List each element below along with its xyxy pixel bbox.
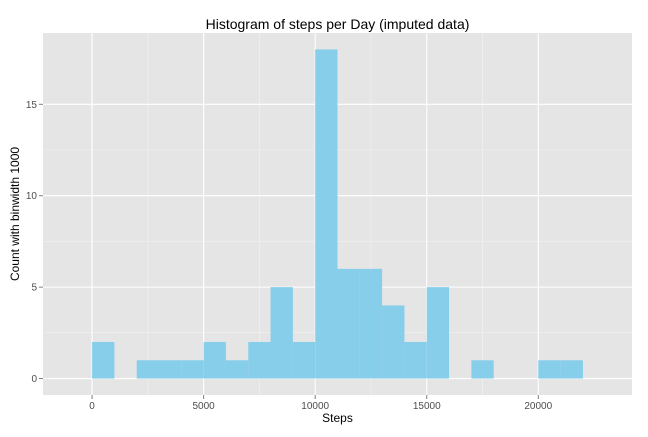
x-axis-label: Steps <box>322 411 353 425</box>
histogram-bar <box>315 49 338 379</box>
histogram-bar <box>538 360 561 379</box>
x-tick-label: 10000 <box>301 401 329 412</box>
x-tick-label: 20000 <box>524 401 552 412</box>
histogram-bar <box>337 268 360 379</box>
histogram-bar <box>159 360 182 379</box>
y-tick-label: 5 <box>31 283 37 294</box>
histogram-bar <box>203 341 226 379</box>
y-tick-label: 15 <box>26 100 38 111</box>
histogram-bar <box>382 305 405 379</box>
histogram-bar <box>136 360 160 379</box>
histogram-bar <box>359 268 383 379</box>
histogram-bar <box>560 360 583 379</box>
x-axis: 0 5000 10000 15000 20000 <box>89 395 553 412</box>
histogram-bar <box>225 360 249 379</box>
histogram-bar <box>471 360 494 379</box>
histogram-bar <box>426 287 450 379</box>
y-tick-label: 10 <box>26 191 38 202</box>
x-tick-label: 5000 <box>193 401 216 412</box>
histogram-bar <box>292 341 316 379</box>
histogram-bars <box>92 49 583 379</box>
histogram-bar <box>404 341 427 379</box>
histogram-bar <box>248 341 271 379</box>
x-tick-label: 0 <box>89 401 95 412</box>
chart-title: Histogram of steps per Day (imputed data… <box>206 16 470 32</box>
y-tick-label: 0 <box>31 374 37 385</box>
histogram-bar <box>181 360 204 379</box>
histogram-bar <box>92 341 115 379</box>
y-axis-label: Count with binwidth 1000 <box>8 147 22 281</box>
x-tick-label: 15000 <box>413 401 441 412</box>
histogram-bar <box>270 287 293 379</box>
y-axis: 0 5 10 15 <box>26 100 43 385</box>
